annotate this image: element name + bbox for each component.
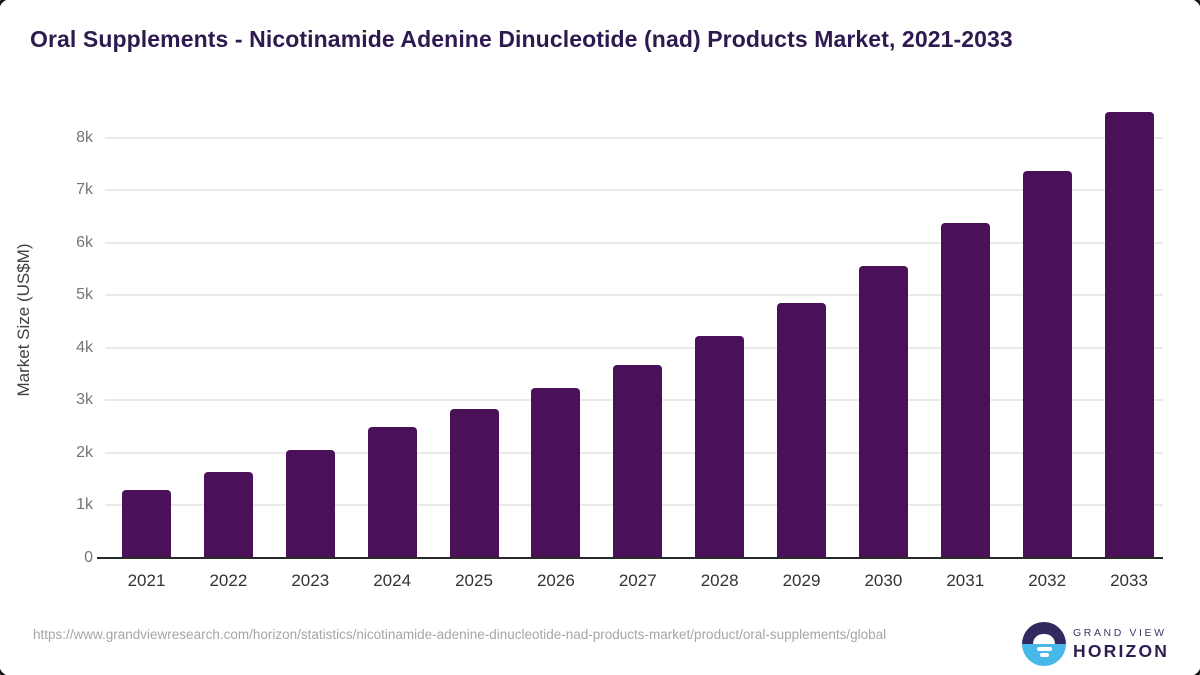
bar-2023: [285, 450, 335, 558]
y-tick-label-6k: 6k: [76, 233, 93, 251]
logo-text-horizon: HORIZON: [1073, 640, 1170, 661]
x-axis-line: [97, 556, 1163, 559]
horizon-sunrise-icon: [1022, 622, 1066, 666]
x-tick-label-2022: 2022: [209, 571, 248, 590]
x-tick-label-2024: 2024: [373, 571, 412, 590]
x-tick-label-2028: 2028: [700, 571, 739, 590]
y-axis-title: Market Size (US$M): [14, 243, 33, 397]
x-tick-label-2025: 2025: [455, 571, 493, 590]
y-tick-label-5k: 5k: [76, 286, 93, 304]
bar-2029: [777, 303, 826, 558]
bar-2026: [531, 388, 581, 558]
source-url: https://www.grandviewresearch.com/horizo…: [33, 627, 887, 642]
x-tick-label-2032: 2032: [1028, 571, 1067, 590]
bar-2024: [367, 427, 417, 558]
y-tick-label-4k: 4k: [76, 338, 93, 356]
x-tick-label-2027: 2027: [618, 571, 657, 590]
gridline-4k: [105, 346, 1163, 349]
y-tick-label-0: 0: [84, 548, 93, 566]
sunrise-dome: [1033, 633, 1055, 644]
sunrise-reflection-line: [1039, 653, 1049, 657]
x-tick-label-2023: 2023: [291, 571, 330, 590]
x-tick-label-2026: 2026: [536, 571, 575, 590]
y-tick-label-2k: 2k: [76, 443, 93, 461]
x-tick-label-2029: 2029: [782, 571, 821, 590]
y-tick-label-1k: 1k: [76, 496, 93, 514]
bar-2022: [203, 471, 253, 558]
bar-2033: [1104, 111, 1154, 558]
bar-2028: [695, 336, 745, 558]
bar-2031: [940, 222, 990, 558]
bar-2032: [1022, 170, 1072, 558]
sunrise-reflection-line: [1036, 647, 1052, 651]
bar-2027: [613, 364, 663, 558]
gridline-8k: [105, 136, 1163, 139]
bar-2025: [449, 409, 499, 558]
x-tick-label-2033: 2033: [1110, 571, 1148, 590]
x-tick-label-2031: 2031: [946, 571, 985, 590]
x-tick-label-2030: 2030: [864, 571, 903, 590]
y-tick-label-8k: 8k: [76, 128, 93, 146]
y-tick-label-7k: 7k: [76, 181, 93, 199]
y-tick-label-3k: 3k: [76, 391, 93, 409]
gridline-7k: [105, 189, 1163, 192]
gridline-5k: [105, 294, 1163, 297]
gridline-6k: [105, 241, 1163, 244]
logo-text-grand-view: GRAND VIEW: [1073, 626, 1167, 639]
bar-2030: [858, 265, 908, 558]
grandview-horizon-logo: GRAND VIEW HORIZON: [1022, 622, 1169, 666]
logo-text: GRAND VIEW HORIZON: [1073, 627, 1169, 662]
chart-title: Oral Supplements - Nicotinamide Adenine …: [30, 26, 1013, 52]
x-tick-label-2021: 2021: [127, 571, 166, 590]
bar-2021: [122, 489, 171, 558]
